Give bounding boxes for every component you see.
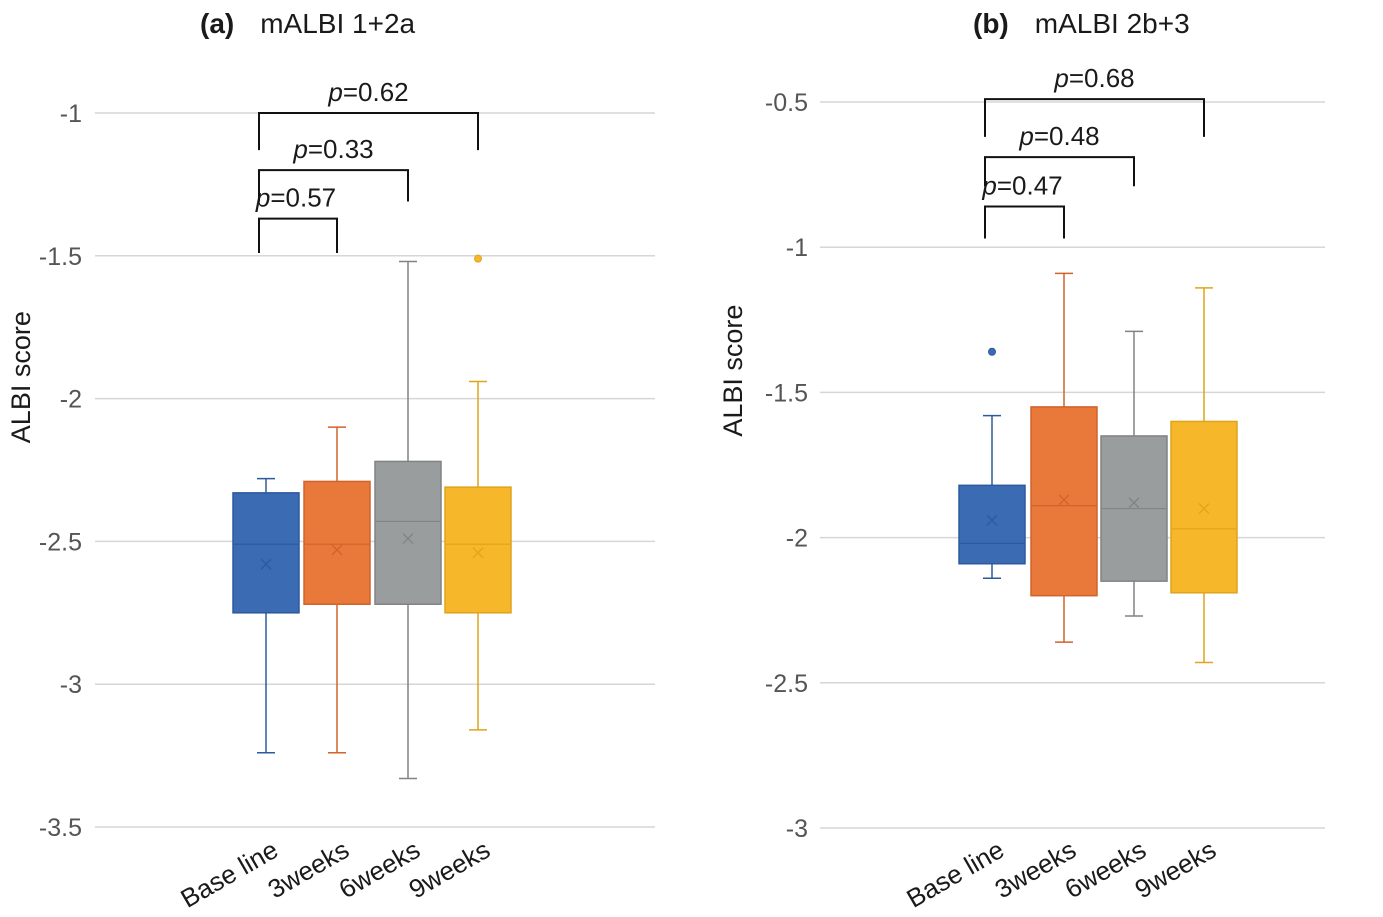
box-3 — [374, 260, 442, 780]
box-2 — [1030, 272, 1098, 643]
p-symbol: p — [1018, 121, 1033, 151]
mean-marker — [986, 514, 998, 526]
y-tick-label: -2.5 — [39, 528, 82, 556]
box-body — [303, 480, 371, 605]
x-tick-label: Base line — [175, 834, 283, 913]
mean-marker — [331, 544, 343, 556]
box-3 — [1100, 330, 1168, 617]
chart-title: mALBI 2b+3 — [1035, 8, 1190, 39]
x-tick-label: 6weeks — [334, 834, 425, 904]
box-2 — [303, 426, 371, 754]
p-value-label: p=0.33 — [292, 134, 373, 164]
x-tick-label: 9weeks — [404, 834, 495, 904]
p-value: =0.33 — [308, 134, 374, 164]
x-tick-label: 3weeks — [990, 834, 1081, 904]
p-symbol: p — [292, 134, 307, 164]
outlier-point — [474, 254, 482, 263]
p-value: =0.62 — [343, 77, 409, 107]
significance-bracket — [258, 217, 338, 253]
p-value-label: p=0.68 — [1053, 63, 1134, 93]
y-tick-label: -0.5 — [765, 89, 808, 117]
panel-label: (a) — [200, 8, 234, 39]
significance-bracket — [984, 156, 1135, 187]
x-tick-label: 6weeks — [1060, 834, 1151, 904]
outlier-point — [988, 347, 996, 356]
p-value-label: p=0.62 — [327, 77, 408, 107]
p-value-label: p=0.57 — [255, 183, 336, 213]
y-tick-label: -1.5 — [765, 379, 808, 407]
y-tick-label: -1 — [786, 234, 808, 262]
y-axis-label: ALBI score — [718, 305, 748, 437]
p-value: =0.57 — [270, 183, 336, 213]
box-4 — [444, 254, 512, 731]
panel-b-title: (b) mALBI 2b+3 — [973, 8, 1190, 39]
x-tick-label: 3weeks — [263, 834, 354, 904]
y-tick-label: -3 — [60, 671, 82, 699]
box-body — [1030, 406, 1098, 597]
box-1 — [958, 347, 1026, 580]
panel-a: (a) mALBI 1+2a -1 -1.5 -2 -2.5 -3 -3.5 ALBI scor… — [6, 8, 655, 914]
mean-marker — [402, 533, 414, 545]
p-value: =0.68 — [1069, 63, 1135, 93]
box-body — [232, 492, 300, 614]
mean-marker — [1198, 503, 1210, 515]
y-tick-label: -2 — [60, 386, 82, 414]
p-value-label: p=0.47 — [981, 171, 1062, 201]
p-value: =0.47 — [997, 171, 1063, 201]
box-body — [958, 484, 1026, 565]
p-symbol: p — [1053, 63, 1068, 93]
y-tick-label: -1 — [60, 100, 82, 128]
mean-marker — [1128, 497, 1140, 509]
box-body — [374, 460, 442, 605]
significance-bracket — [984, 205, 1065, 239]
significance-bracket — [984, 98, 1205, 137]
panel-b: (b) mALBI 2b+3 -0.5 -1 -1.5 -2 -2.5 -3 ALBI scor… — [718, 8, 1325, 914]
comparison-3: p=0.62 — [258, 77, 479, 151]
mean-marker — [260, 558, 272, 570]
box-body — [444, 486, 512, 614]
x-tick-label: 9weeks — [1130, 834, 1221, 904]
y-tick-label: -2.5 — [765, 670, 808, 698]
box-4 — [1170, 287, 1238, 664]
significance-bracket — [258, 169, 409, 202]
panel-label: (b) — [973, 8, 1009, 39]
panel-a-title: (a) mALBI 1+2a — [200, 8, 416, 39]
p-value: =0.48 — [1034, 121, 1100, 151]
comparison-2: p=0.33 — [258, 134, 409, 202]
mean-marker — [1058, 494, 1070, 506]
box-1 — [232, 477, 300, 754]
mean-marker — [472, 547, 484, 559]
y-tick-label: -3 — [786, 815, 808, 843]
chart-title: mALBI 1+2a — [260, 8, 415, 39]
p-symbol: p — [255, 183, 270, 213]
comparison-3: p=0.68 — [984, 63, 1205, 137]
y-tick-label: -1.5 — [39, 243, 82, 271]
comparison-2: p=0.48 — [984, 121, 1135, 187]
y-axis-label: ALBI score — [6, 311, 36, 443]
p-value-label: p=0.48 — [1018, 121, 1099, 151]
box-body — [1170, 420, 1238, 594]
x-tick-label: Base line — [901, 834, 1009, 913]
p-symbol: p — [981, 171, 996, 201]
significance-bracket — [258, 112, 479, 151]
y-tick-label: -3.5 — [39, 814, 82, 842]
y-tick-label: -2 — [786, 525, 808, 553]
comparison-1: p=0.57 — [255, 183, 338, 253]
comparison-1: p=0.47 — [981, 171, 1065, 239]
p-symbol: p — [327, 77, 342, 107]
